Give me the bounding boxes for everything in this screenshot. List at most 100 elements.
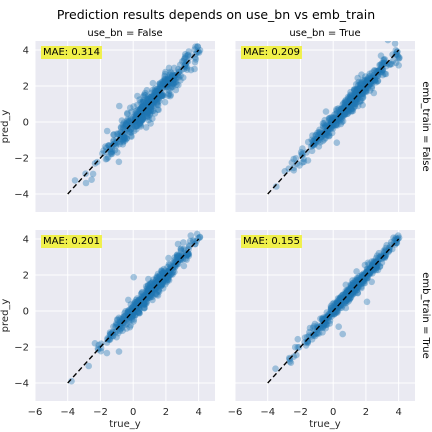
data-point [333,308,340,316]
data-point [186,237,194,245]
data-point [148,288,156,296]
data-point [144,282,152,290]
data-point [328,114,335,121]
data-point [358,71,365,78]
data-point [353,94,360,102]
data-point [323,127,330,135]
data-point [131,299,139,306]
data-point [116,130,124,137]
data-point [107,330,115,338]
data-point [97,344,105,352]
data-point [153,94,161,101]
data-point [161,70,169,78]
data-point [148,283,156,291]
data-point [187,232,195,239]
data-point [357,80,364,88]
data-point [123,320,130,328]
y-tick-label: 0 [23,307,29,318]
data-point [371,67,378,74]
data-point [351,86,359,94]
data-point [346,94,353,101]
data-point [355,91,363,99]
data-point [327,304,335,311]
data-point [331,307,338,315]
data-point [361,88,369,95]
data-point [121,126,129,133]
data-point [132,296,140,304]
data-point [374,266,382,274]
data-point [323,321,331,329]
data-point [344,290,352,297]
data-point [167,91,174,99]
data-point [342,98,350,106]
data-point [354,278,361,286]
data-point [131,118,139,126]
data-point [319,320,327,328]
data-point [337,120,345,128]
data-point [194,43,201,50]
data-point [352,81,360,88]
data-point [324,127,332,134]
data-point [360,275,368,283]
data-point [186,243,193,250]
data-point [337,117,344,124]
data-point [328,122,335,129]
data-point [110,131,117,139]
data-point [304,138,312,146]
data-point [140,300,148,307]
data-point [146,281,153,289]
data-point [331,111,338,118]
data-point [145,116,152,124]
data-point [325,311,332,318]
data-point [312,132,320,139]
data-point [382,248,390,255]
data-point [297,148,305,156]
data-point [340,110,348,118]
data-point [364,274,371,282]
data-point [332,300,339,307]
data-point [149,97,157,105]
data-point [391,236,399,244]
data-point [156,272,163,280]
data-point [354,74,362,82]
data-point [337,298,344,305]
data-point [141,300,148,308]
data-point [366,265,374,273]
data-point [325,132,333,140]
data-point [357,97,365,105]
data-point [132,107,140,115]
data-point [113,138,121,145]
data-point [290,167,298,174]
data-point [331,114,339,121]
data-point [328,123,336,131]
x-tick-label: −2 [293,407,308,418]
data-point [160,275,168,283]
data-point [369,270,376,277]
data-point [325,125,332,132]
data-point [332,110,340,118]
data-point [146,291,154,299]
data-point [146,294,154,301]
data-point [154,101,161,108]
data-point [175,252,182,260]
data-point [368,75,376,82]
data-point [357,90,365,98]
data-point [126,313,133,320]
data-point [155,274,162,282]
data-point [372,262,379,270]
data-point [376,263,384,270]
data-point [191,46,198,53]
data-point [373,263,381,270]
data-point [181,63,189,71]
data-point [131,311,138,319]
data-point [163,83,171,91]
data-point [137,120,144,128]
data-point [128,314,136,321]
data-point [183,251,191,259]
data-point [169,79,177,87]
data-point [342,281,350,289]
data-point [137,117,145,125]
data-point [167,75,174,83]
data-point [163,76,171,84]
data-point [150,102,158,109]
